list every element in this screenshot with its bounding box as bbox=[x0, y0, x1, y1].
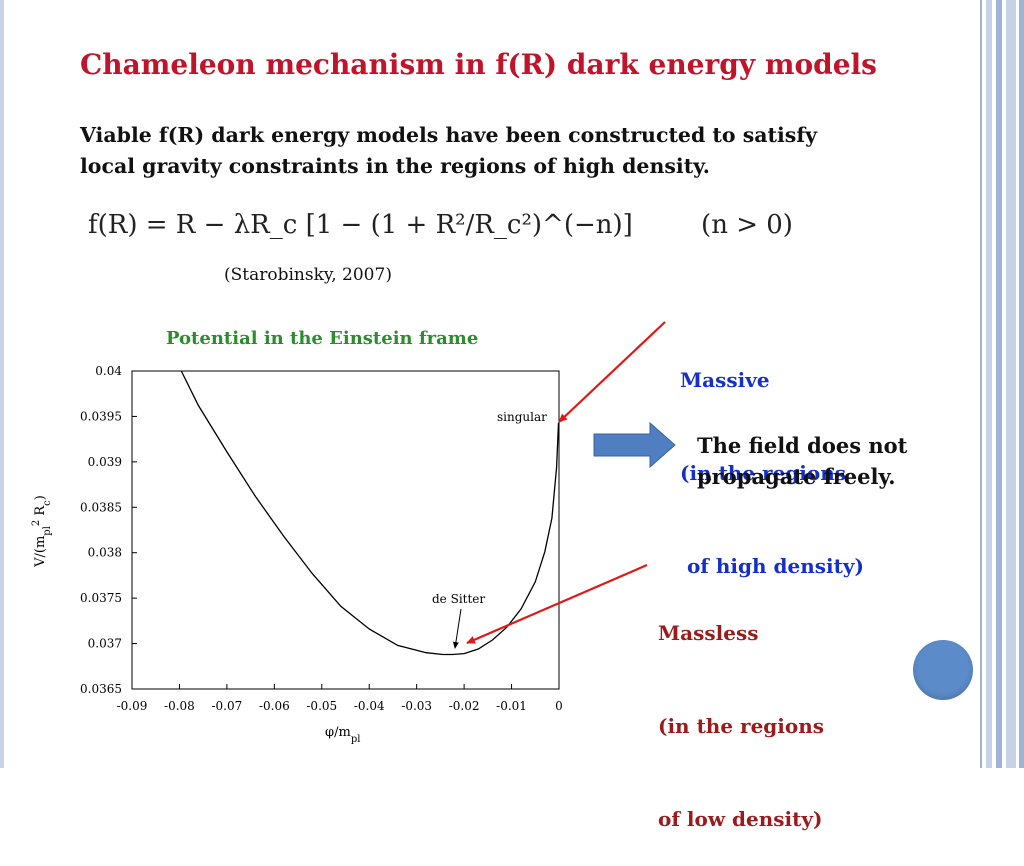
x-tick-label: -0.01 bbox=[496, 699, 527, 713]
potential-chart: -0.09 -0.08 -0.07 -0.06 -0.05 -0.04 -0.03 -0.02… bbox=[31, 321, 676, 745]
field-note-line-1: The field does not bbox=[697, 433, 908, 458]
x-axis-label: φ/mpl bbox=[325, 725, 360, 745]
massless-callout-line-1: Massless bbox=[658, 621, 759, 645]
intro-line-1: Viable f(R) dark energy models have been… bbox=[80, 123, 818, 147]
x-tick-label: -0.06 bbox=[259, 699, 290, 713]
massless-callout: Massless (in the regions of low density) bbox=[658, 556, 824, 866]
decorative-circle bbox=[913, 640, 973, 700]
formula: f(R) = R − λR_c [1 − (1 + R²/R_c²)^(−n)]… bbox=[88, 210, 793, 240]
x-tick-label: 0 bbox=[555, 699, 563, 713]
x-tick-label: -0.03 bbox=[401, 699, 432, 713]
chart-title: Potential in the Einstein frame bbox=[166, 328, 479, 349]
intro-line-2: local gravity constraints in the regions… bbox=[80, 154, 710, 178]
y-tick-label: 0.0385 bbox=[80, 500, 122, 514]
formula-condition: (n > 0) bbox=[701, 210, 793, 240]
intro-text: Viable f(R) dark energy models have been… bbox=[80, 120, 960, 182]
y-tick-label: 0.04 bbox=[95, 364, 122, 378]
annotation-de-sitter: de Sitter bbox=[432, 592, 485, 606]
massless-pointer-arrow bbox=[466, 563, 648, 645]
x-tick-label: -0.02 bbox=[449, 699, 480, 713]
y-tick-label: 0.038 bbox=[88, 546, 122, 560]
field-note-line-2: propagate freely. bbox=[697, 464, 896, 489]
plot-area-frame bbox=[131, 370, 560, 690]
massive-callout: Massive (in the regions of high density) bbox=[680, 303, 864, 613]
massless-callout-line-3: of low density) bbox=[658, 807, 823, 831]
x-tick-label: -0.09 bbox=[117, 699, 148, 713]
svg-text:V/(mpl2 Rc): V/(mpl2 Rc) bbox=[31, 495, 53, 568]
massive-callout-line-3: of high density) bbox=[680, 554, 864, 578]
field-note: The field does not propagate freely. bbox=[697, 430, 907, 492]
y-axis-ticks: 0.0365 0.037 0.0375 0.038 0.0385 0.039 0.0395 0… bbox=[80, 364, 137, 696]
slide-frame-left bbox=[0, 0, 7, 768]
y-tick-label: 0.039 bbox=[88, 455, 122, 469]
slide-title: Chameleon mechanism in f(R) dark energy … bbox=[80, 48, 877, 81]
y-tick-label: 0.0365 bbox=[80, 682, 122, 696]
annotation-singular: singular bbox=[497, 410, 547, 424]
y-tick-label: 0.0395 bbox=[80, 409, 122, 423]
de-sitter-pointer-arrow bbox=[452, 608, 462, 649]
slide-frame-right bbox=[978, 0, 1024, 768]
y-axis-label: V/(mpl2 Rc) bbox=[31, 495, 53, 568]
y-tick-label: 0.037 bbox=[88, 637, 122, 651]
massless-callout-line-2: (in the regions bbox=[658, 714, 825, 738]
formula-expression: f(R) = R − λR_c [1 − (1 + R²/R_c²)^(−n)] bbox=[88, 210, 633, 240]
y-tick-label: 0.0375 bbox=[80, 591, 122, 605]
right-block-arrow-icon bbox=[593, 421, 676, 469]
massive-callout-line-1: Massive bbox=[680, 368, 770, 392]
x-tick-label: -0.04 bbox=[354, 699, 385, 713]
massive-pointer-arrow bbox=[558, 321, 666, 423]
citation: (Starobinsky, 2007) bbox=[224, 265, 392, 285]
x-tick-label: -0.07 bbox=[211, 699, 242, 713]
series-line-potential bbox=[180, 370, 560, 656]
x-axis-ticks: -0.09 -0.08 -0.07 -0.06 -0.05 -0.04 -0.03 -0.02… bbox=[117, 684, 563, 713]
x-tick-label: -0.05 bbox=[306, 699, 337, 713]
x-tick-label: -0.08 bbox=[164, 699, 195, 713]
massive-callout-line-2: (in the regions bbox=[680, 461, 847, 485]
